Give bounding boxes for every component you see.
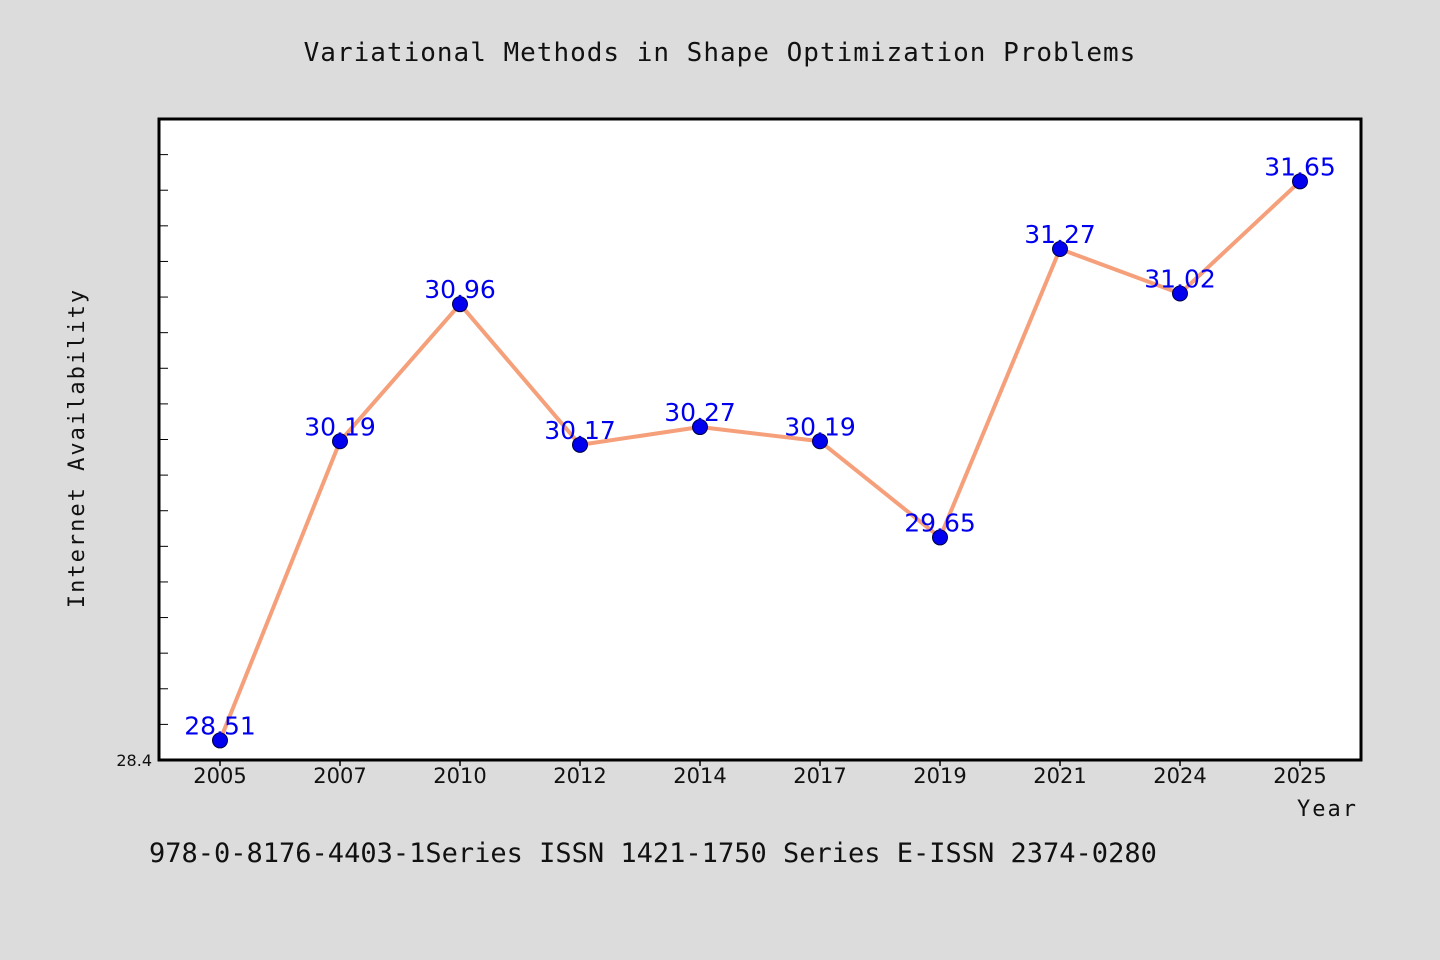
data-label: 28.51 bbox=[184, 711, 256, 740]
x-tick-label: 2021 bbox=[1033, 764, 1086, 788]
data-labels: 28.51 30.19 30.96 30.17 30.27 30.19 29.65 31.27… bbox=[184, 152, 1336, 740]
data-point bbox=[572, 436, 588, 453]
data-point bbox=[452, 296, 468, 313]
x-axis-ticks: 2005 2007 2010 2012 2014 2017 2019 2021 2024 2025 bbox=[193, 760, 1327, 788]
data-label: 30.19 bbox=[784, 412, 856, 441]
y-axis-ticks bbox=[160, 154, 168, 725]
y-axis-min-label: 28.4 bbox=[116, 751, 152, 770]
data-label: 30.27 bbox=[664, 398, 736, 427]
x-tick-label: 2019 bbox=[913, 764, 966, 788]
data-label: 30.17 bbox=[544, 416, 616, 445]
x-tick-label: 2007 bbox=[313, 764, 366, 788]
x-tick-label: 2017 bbox=[793, 764, 846, 788]
data-label: 31.02 bbox=[1144, 264, 1216, 293]
x-tick-label: 2025 bbox=[1273, 764, 1326, 788]
x-axis-label: Year bbox=[1297, 797, 1358, 822]
plot-area bbox=[157, 117, 1363, 762]
chart-title: Variational Methods in Shape Optimizatio… bbox=[304, 38, 1137, 68]
footer-text: 978-0-8176-4403-1Series ISSN 1421-1750 S… bbox=[149, 838, 1157, 869]
data-markers bbox=[212, 173, 1308, 749]
data-point bbox=[212, 732, 228, 749]
x-tick-label: 2010 bbox=[433, 764, 486, 788]
x-tick-label: 2014 bbox=[673, 764, 726, 788]
data-label: 31.65 bbox=[1264, 152, 1336, 181]
data-point bbox=[932, 529, 948, 546]
y-axis-label: Internet Availability bbox=[65, 288, 90, 608]
x-tick-label: 2024 bbox=[1153, 764, 1206, 788]
series-line bbox=[218, 179, 1302, 742]
data-point bbox=[332, 433, 348, 450]
data-label: 30.19 bbox=[304, 412, 376, 441]
data-label: 31.27 bbox=[1024, 220, 1096, 249]
series-line-group bbox=[218, 179, 1302, 742]
x-tick-label: 2005 bbox=[193, 764, 246, 788]
data-point bbox=[692, 419, 708, 436]
x-tick-label: 2012 bbox=[553, 764, 606, 788]
data-point bbox=[812, 433, 828, 450]
data-label: 30.96 bbox=[424, 275, 496, 304]
data-point bbox=[1292, 173, 1308, 190]
data-point bbox=[1172, 285, 1188, 302]
data-label: 29.65 bbox=[904, 508, 976, 537]
data-point bbox=[1052, 240, 1068, 257]
